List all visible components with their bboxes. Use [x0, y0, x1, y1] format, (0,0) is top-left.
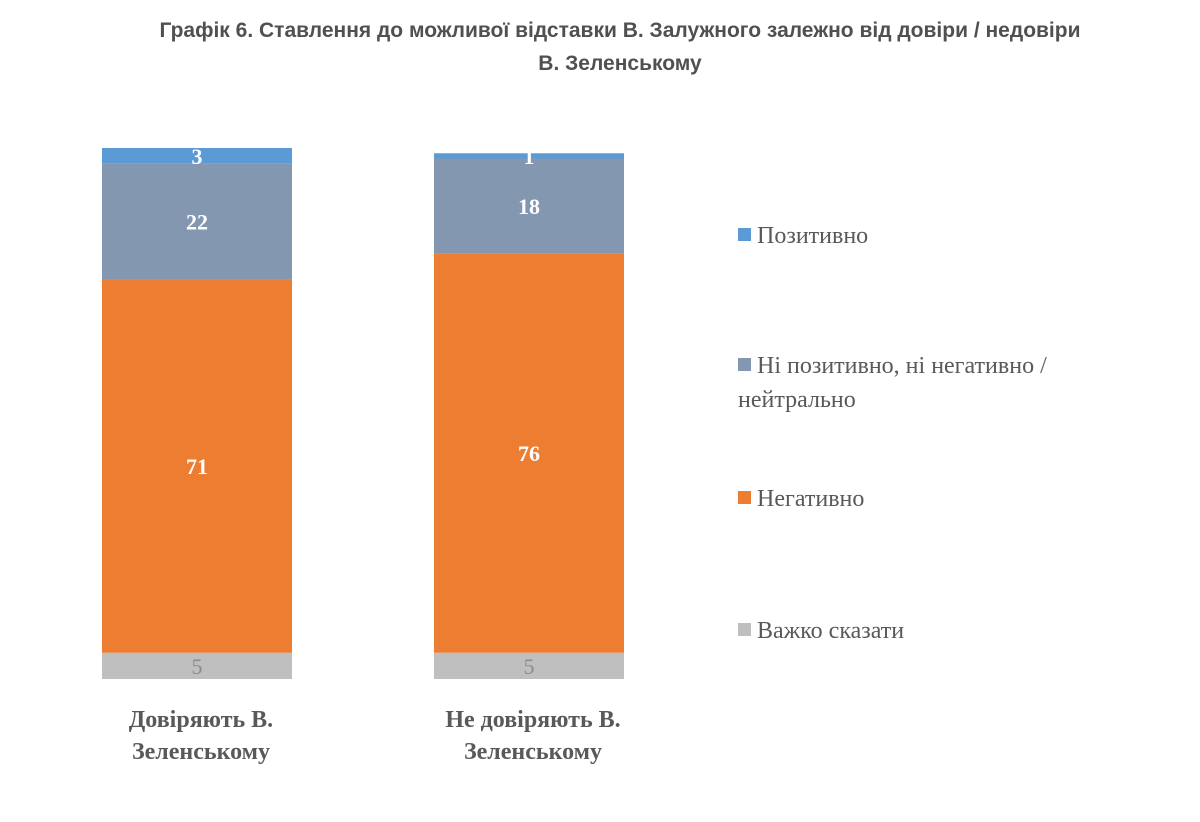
- legend-label-2: Негативно: [757, 486, 865, 512]
- category-label-1-line-1: Не довіряють В.: [445, 707, 620, 733]
- legend-swatch-0: [738, 228, 751, 241]
- chart-title-line-2: В. Зеленському: [538, 52, 702, 75]
- bar-segment-1-3: [434, 153, 624, 159]
- category-label-1-line-2: Зеленському: [464, 739, 602, 765]
- legend-item-1: Ні позитивно, ні негативно / нейтрально: [738, 349, 1158, 417]
- data-label-0-0: 5: [192, 654, 203, 679]
- legend-swatch-2: [738, 491, 751, 504]
- bar-segment-0-3: [102, 148, 292, 164]
- bar-segment-0-2: [102, 163, 292, 280]
- bar-segment-1-0: [434, 652, 624, 679]
- data-label-0-1: 71: [186, 454, 208, 479]
- data-label-0-3: 3: [192, 144, 203, 169]
- legend-label-3: Важко сказати: [757, 618, 905, 644]
- legend-label-0: Позитивно: [757, 223, 869, 249]
- legend-swatch-3: [738, 623, 751, 636]
- data-label-1-2: 18: [518, 194, 540, 219]
- bar-segment-1-2: [434, 158, 624, 254]
- chart-title-line-1: Графік 6. Ставлення до можливої відставк…: [159, 19, 1081, 42]
- category-labels-group: Довіряють В. Зеленському Не довіряють В. Зе…: [129, 707, 621, 765]
- data-label-0-2: 22: [186, 210, 208, 235]
- category-label-0-line-1: Довіряють В.: [129, 707, 273, 733]
- data-label-1-0: 5: [524, 654, 535, 679]
- data-label-1-1: 76: [518, 441, 540, 466]
- bar-segment-0-0: [102, 652, 292, 679]
- chart-title: Графік 6. Ставлення до можливої відставк…: [0, 14, 1200, 80]
- bar-segment-0-1: [102, 279, 292, 653]
- data-label-1-3: 1: [524, 144, 535, 169]
- legend-item-0: Позитивно: [738, 219, 868, 253]
- category-label-0-line-2: Зеленському: [132, 739, 270, 765]
- legend-label-1: Ні позитивно, ні негативно / нейтрально: [738, 353, 1047, 413]
- bar-segment-1-1: [434, 253, 624, 653]
- legend-item-3: Важко сказати: [738, 614, 904, 648]
- stacked-bar-chart: 5 71 22 3 5 76 18 1 Довіряють В. Зеленському Не д…: [102, 144, 624, 765]
- legend-item-2: Негативно: [738, 482, 864, 516]
- legend-swatch-1: [738, 358, 751, 371]
- bars-group: 5 71 22 3 5 76 18 1: [102, 144, 624, 679]
